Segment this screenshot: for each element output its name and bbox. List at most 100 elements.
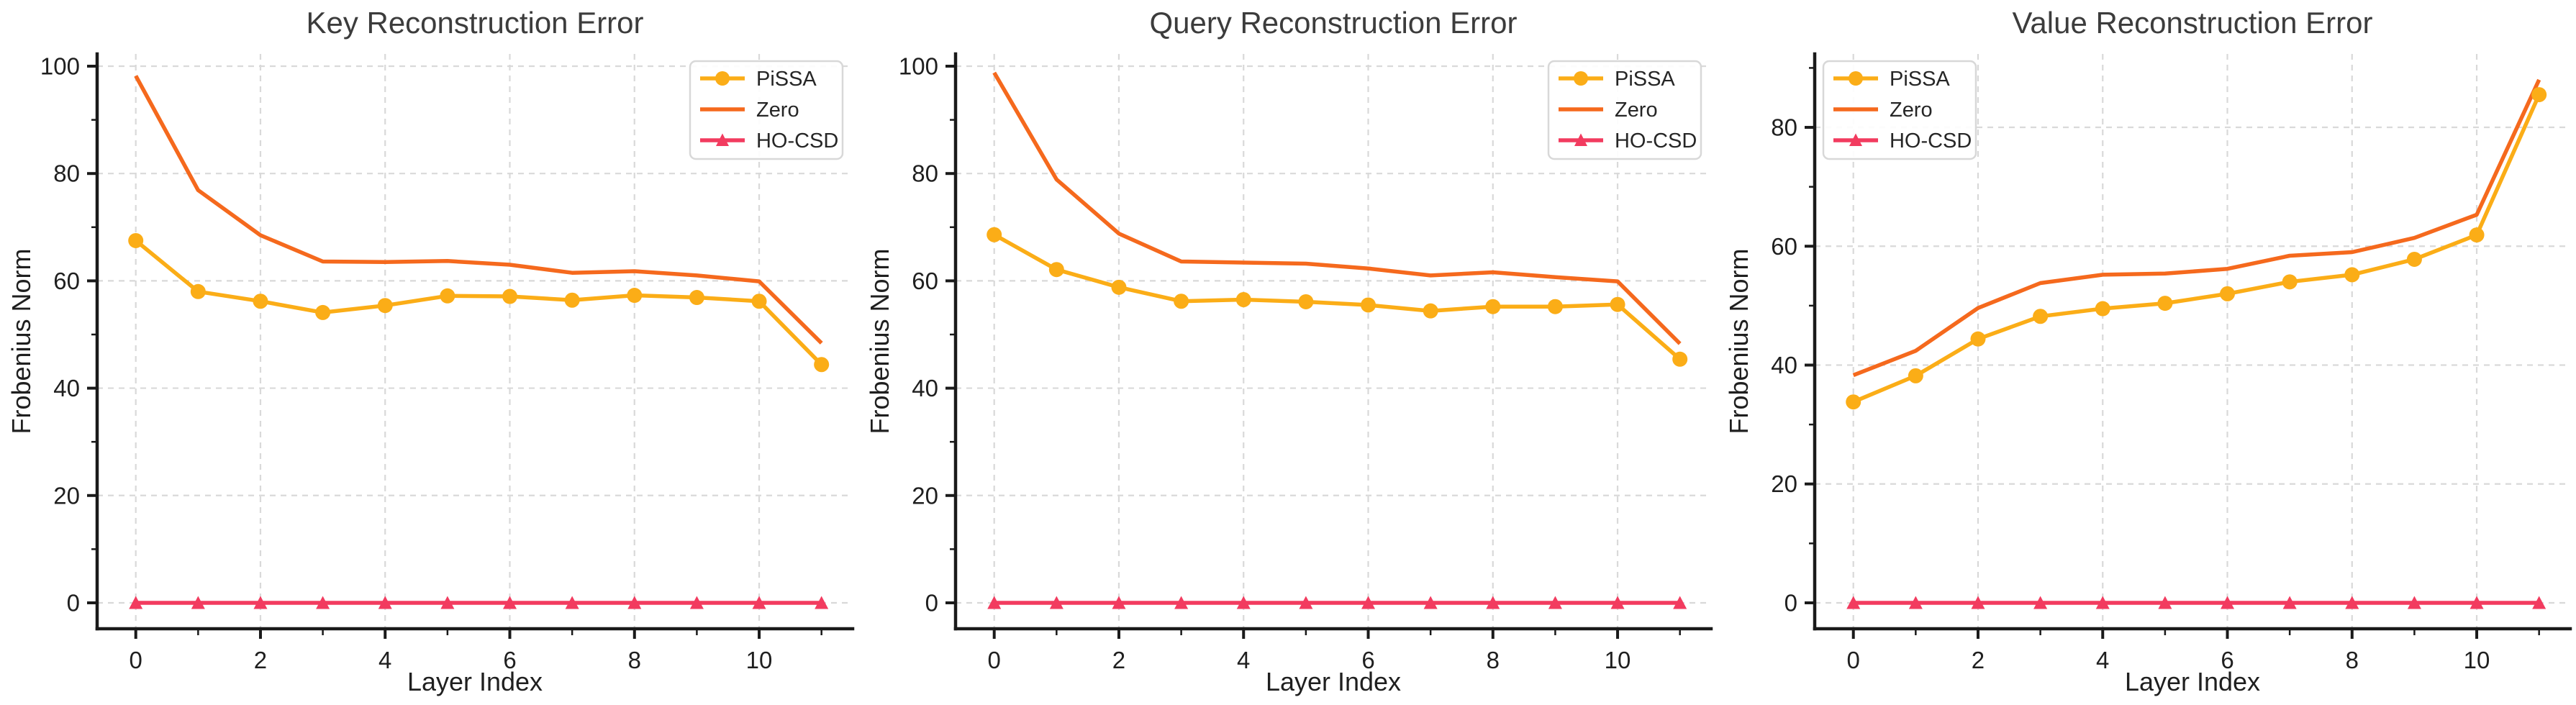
circle-marker [2531, 87, 2546, 103]
triangle-marker [2033, 596, 2047, 609]
series-markers-ho-csd [987, 596, 1687, 609]
triangle-marker [1112, 596, 1126, 609]
y-tick-label: 80 [912, 160, 939, 187]
series-line-pissa [1852, 94, 2541, 404]
series-markers-ho-csd [1846, 596, 2546, 609]
circle-marker [2095, 301, 2110, 317]
legend-label: HO-CSD [756, 129, 838, 153]
x-axis-label: Layer Index [1266, 667, 1401, 696]
circle-marker [2469, 227, 2485, 243]
x-axis-label: Layer Index [2125, 667, 2260, 696]
triangle-marker [253, 596, 268, 609]
triangle-marker [316, 596, 330, 609]
x-tick-label: 10 [2463, 647, 2490, 673]
legend-box [1548, 60, 1702, 160]
circle-marker [814, 357, 830, 373]
triangle-marker [378, 596, 392, 609]
series-markers-pissa [1845, 87, 2546, 410]
circle-marker [1174, 294, 1189, 309]
triangle-marker [565, 596, 579, 609]
triangle-marker [191, 596, 205, 609]
triangle-marker [1610, 596, 1625, 609]
series-markers-pissa [987, 227, 1688, 367]
circle-marker [253, 294, 268, 309]
legend-item-ho-csd: HO-CSD [699, 129, 838, 153]
legend-item-ho-csd: HO-CSD [1833, 129, 1972, 153]
y-tick-label: 80 [53, 160, 80, 187]
legend-item-pissa: PiSSA [1559, 68, 1676, 91]
legend-triangle-marker [1849, 133, 1862, 146]
circle-marker [1423, 303, 1438, 319]
circle-marker [1111, 279, 1127, 295]
triangle-marker [987, 596, 1002, 609]
key-reconstruction-error-chart: 0 20 40 60 80 100 0 2 4 6 8 10 Key Reconstruction Er… [6, 6, 855, 696]
x-axis-label: Layer Index [407, 667, 543, 696]
legend-box [689, 60, 844, 160]
triangle-marker [1050, 596, 1064, 609]
y-axis-label: Frobenius Norm [6, 249, 36, 435]
circle-marker [502, 288, 518, 304]
circle-marker [1548, 299, 1564, 314]
chart-panel-value: 0 20 40 60 80 0 2 4 6 8 10 Value Reconstruction Err… [1718, 0, 2576, 705]
legend-item-zero: Zero [699, 99, 799, 122]
y-tick-label: 60 [53, 268, 80, 294]
x-tick-label: 0 [130, 647, 142, 673]
circle-marker [751, 294, 767, 309]
x-tick-labels: 0 2 4 6 8 10 [130, 647, 773, 673]
legend: PiSSA Zero HO-CSD [1822, 60, 1977, 160]
legend-circle-marker [1574, 71, 1589, 86]
triangle-marker [2344, 596, 2359, 609]
triangle-marker [1423, 596, 1438, 609]
y-tick-label: 100 [40, 53, 80, 80]
y-tick-label: 0 [925, 589, 938, 616]
y-tick-label: 40 [912, 375, 939, 401]
legend-label: Zero [1890, 99, 1933, 122]
x-tick-label: 6 [2221, 647, 2233, 673]
triangle-marker [1299, 596, 1313, 609]
x-tick-label: 10 [1605, 647, 1631, 673]
y-tick-label: 40 [53, 375, 80, 401]
triangle-marker [2470, 596, 2484, 609]
circle-marker [689, 290, 704, 306]
triangle-marker [2220, 596, 2234, 609]
x-tick-label: 2 [1971, 647, 1984, 673]
legend-box [1822, 60, 1977, 160]
circle-marker [440, 288, 455, 304]
triangle-marker [2282, 596, 2297, 609]
chart-panel-key: 0 20 40 60 80 100 0 2 4 6 8 10 Key Reconstruction Er… [0, 0, 858, 705]
axes-spines [1813, 52, 2572, 631]
series-line-pissa [993, 232, 1682, 361]
x-tick-label: 2 [254, 647, 267, 673]
circle-marker [128, 232, 144, 248]
circle-marker [1049, 262, 1065, 278]
axis-ticks [945, 65, 1682, 639]
triangle-marker [2407, 596, 2421, 609]
legend-item-ho-csd: HO-CSD [1559, 129, 1697, 153]
y-tick-label: 80 [1771, 114, 1797, 141]
x-tick-labels: 0 2 4 6 8 10 [988, 647, 1631, 673]
triangle-marker [1361, 596, 1376, 609]
x-tick-labels: 0 2 4 6 8 10 [1846, 647, 2490, 673]
triangle-marker [1908, 596, 1923, 609]
y-tick-label: 20 [1771, 470, 1797, 497]
triangle-marker [2095, 596, 2110, 609]
legend-label: HO-CSD [1890, 129, 1972, 153]
x-tick-label: 4 [2096, 647, 2109, 673]
legend-label: PiSSA [756, 68, 817, 91]
circle-marker [315, 304, 331, 320]
axes-spines [95, 52, 855, 631]
legend: PiSSA Zero HO-CSD [689, 60, 844, 160]
y-axis-label: Frobenius Norm [1724, 249, 1754, 435]
y-tick-labels: 0 20 40 60 80 100 [40, 53, 80, 617]
x-tick-label: 2 [1112, 647, 1125, 673]
value-reconstruction-error-chart: 0 20 40 60 80 0 2 4 6 8 10 Value Reconstruction Err… [1724, 6, 2572, 696]
triangle-marker [689, 596, 704, 609]
y-tick-label: 100 [899, 53, 938, 80]
triangle-marker [2531, 596, 2546, 609]
legend-item-pissa: PiSSA [1833, 68, 1950, 91]
chart-title: Query Reconstruction Error [1150, 6, 1518, 40]
circle-marker [1236, 292, 1252, 308]
y-tick-label: 20 [912, 482, 939, 509]
triangle-marker [1673, 596, 1687, 609]
